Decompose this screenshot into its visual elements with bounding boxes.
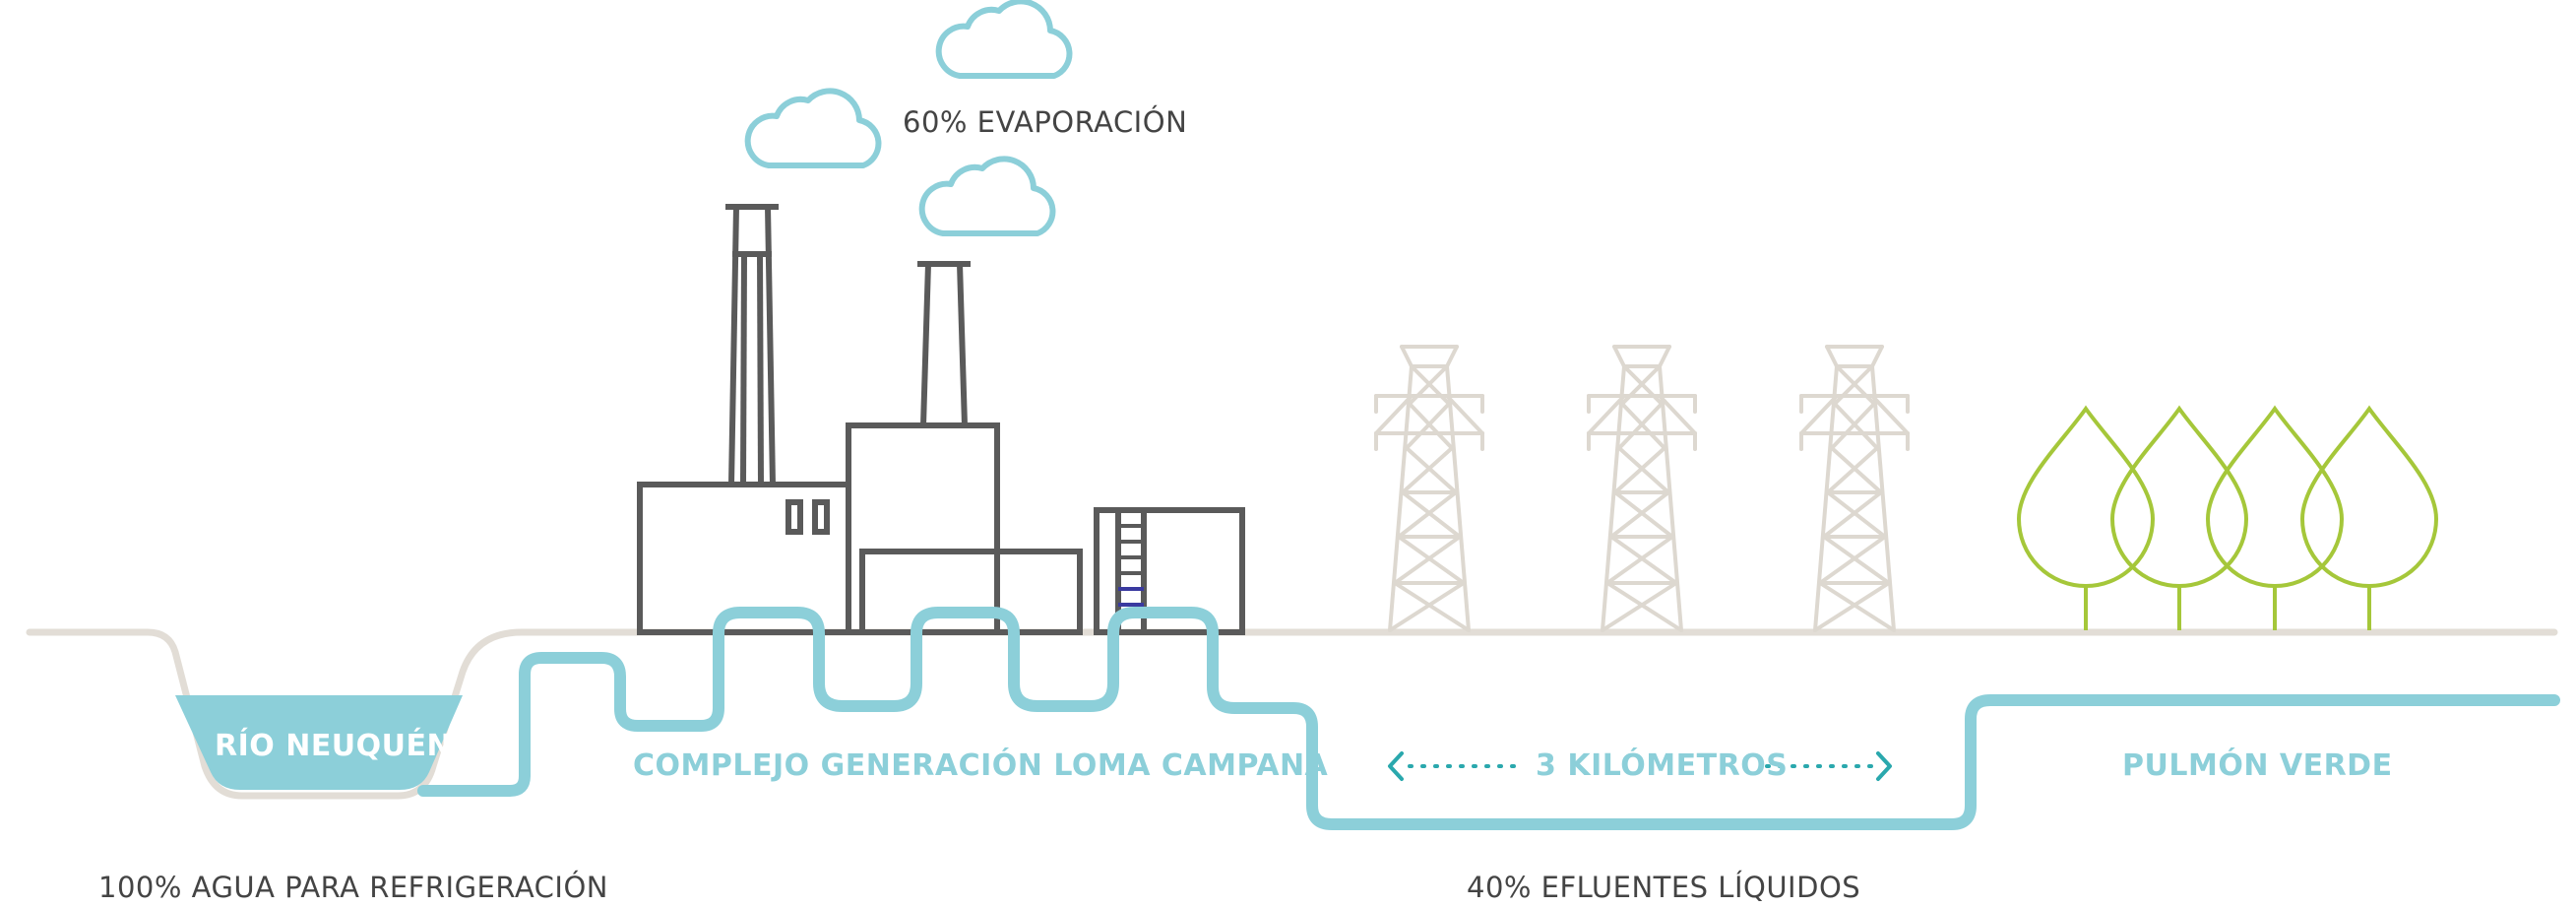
arrow-left-icon (1388, 751, 1404, 781)
chimney-icon (917, 261, 971, 426)
tree-icon (2110, 407, 2248, 632)
water-pipe (417, 607, 2560, 830)
transmission-tower-icon (1587, 345, 1697, 632)
complex-label: COMPLEJO GENERACIÓN LOMA CAMPANA (633, 748, 1329, 783)
green-lung-label: PULMÓN VERDE (2122, 748, 2393, 783)
cloud-icon (939, 1, 1070, 76)
tree-icon (2300, 407, 2438, 632)
chimney-icon (725, 204, 779, 486)
cooling-water-label: 100% AGUA PARA REFRIGERACIÓN (98, 871, 608, 904)
effluents-label: 40% EFLUENTES LÍQUIDOS (1467, 871, 1861, 904)
evaporation-label: 60% EVAPORACIÓN (903, 105, 1188, 139)
cloud-icon (922, 159, 1053, 233)
tree-icon (2206, 407, 2344, 632)
river-label: RÍO NEUQUÉN (215, 729, 453, 763)
distance-arrow (1388, 751, 1892, 781)
transmission-tower-icon (1799, 345, 1910, 632)
transmission-tower-icon (1374, 345, 1484, 632)
arrow-right-icon (1876, 751, 1892, 781)
cloud-icon (748, 91, 879, 165)
tree-icon (2017, 407, 2155, 632)
factory-icon (637, 204, 1245, 635)
river-water (175, 695, 463, 790)
ground-line (26, 628, 2558, 800)
distance-label: 3 KILÓMETROS (1536, 748, 1789, 783)
